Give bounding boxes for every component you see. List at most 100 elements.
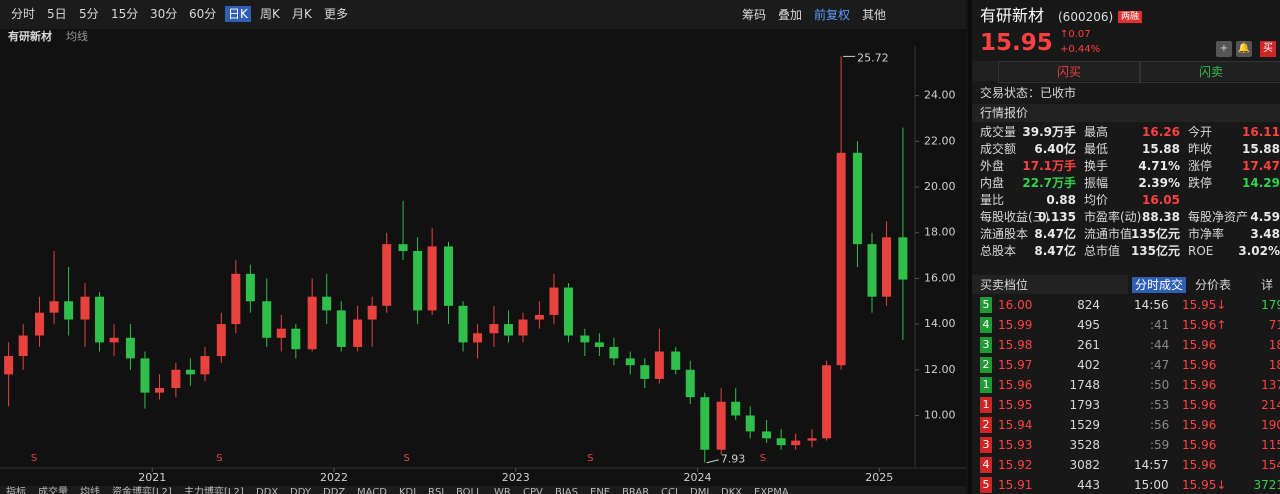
signal-mark: S: [31, 453, 37, 464]
stat-label: 每股收益(三): [980, 210, 1050, 224]
trades-tab[interactable]: 详: [1261, 278, 1274, 292]
period-tab[interactable]: 更多: [324, 7, 349, 21]
indicator-tab[interactable]: EXPMA: [754, 487, 789, 494]
tool-button[interactable]: 前复权: [814, 8, 851, 22]
stat-label: 总市值: [1084, 244, 1121, 258]
level-badge: 3: [980, 337, 992, 353]
stat-label: ROE: [1188, 244, 1214, 258]
flash-button[interactable]: 闪买: [998, 61, 1140, 83]
period-tab[interactable]: 15分: [111, 7, 139, 21]
indicator-tab[interactable]: DKX: [721, 487, 743, 494]
icon-button[interactable]: 🔔: [1236, 41, 1252, 57]
x-tick-label: 2024: [684, 471, 712, 484]
indicator-tab[interactable]: CCI: [661, 487, 678, 494]
period-tab[interactable]: 周K: [260, 7, 280, 21]
stat-value: 8.47亿: [1034, 227, 1076, 241]
signal-mark: S: [404, 453, 410, 464]
indicator-tab[interactable]: 指标: [6, 487, 26, 494]
candle-body: [125, 337, 135, 359]
level-price: 15.92: [998, 458, 1033, 472]
book-title: 买卖档位: [980, 278, 1029, 292]
period-tab[interactable]: 5日: [47, 7, 67, 21]
candle-body: [427, 246, 437, 311]
period-tab[interactable]: 5分: [79, 7, 99, 21]
trade-volume: 18: [1268, 358, 1280, 372]
indicator-tab[interactable]: 资金博弈[L2]: [112, 487, 172, 494]
candle-body: [413, 251, 423, 311]
candle-body: [35, 312, 45, 336]
indicator-tab[interactable]: DMI: [690, 487, 710, 494]
indicator-tab[interactable]: DDX: [256, 487, 279, 494]
candle-body: [95, 296, 105, 343]
indicator-tab[interactable]: DDY: [290, 487, 311, 494]
candle-body: [18, 335, 28, 357]
candle-body: [640, 365, 650, 379]
level-price: 15.94: [998, 418, 1033, 432]
trades-tab[interactable]: 分价表: [1195, 278, 1232, 292]
book-header-bg: [972, 275, 1128, 294]
candle-body: [473, 333, 483, 343]
indicator-tab[interactable]: 均线: [80, 487, 100, 494]
candle-body: [109, 337, 119, 343]
indicator-tab[interactable]: WR: [494, 487, 511, 494]
trade-price: 15.95↓: [1182, 478, 1227, 492]
indicator-tab[interactable]: BRAR: [622, 487, 650, 494]
period-tab[interactable]: 分时: [11, 7, 36, 21]
tool-button[interactable]: 其他: [862, 8, 887, 22]
indicator-tab[interactable]: ENE: [590, 487, 611, 494]
candle-body: [444, 246, 454, 306]
right-panel: 有研新材 (600206) 两融 15.95 ↑0.07 +0.44% + 🔔 买闪买 闪卖 交易状…: [968, 0, 1280, 494]
indicator-tab[interactable]: 成交量: [38, 487, 68, 494]
tool-button[interactable]: 筹码: [742, 8, 767, 22]
period-tab[interactable]: 日K: [225, 6, 251, 22]
indicator-tab[interactable]: RSI: [428, 487, 445, 494]
indicator-tab[interactable]: BOLL: [456, 487, 482, 494]
level-badge: 4: [980, 317, 992, 333]
icon-button[interactable]: +: [1216, 41, 1232, 57]
candle-body: [216, 324, 226, 357]
candle-body: [852, 152, 862, 245]
stat-value: 135亿元: [1130, 244, 1180, 258]
stat-label: 外盘: [980, 159, 1005, 173]
trade-time: :56: [1150, 418, 1170, 432]
candle-body: [80, 296, 90, 320]
quote-code: (600206): [1058, 10, 1114, 24]
stat-label: 最低: [1084, 142, 1109, 156]
level-volume: 3082: [1069, 458, 1100, 472]
candle-body: [685, 369, 695, 398]
quote-change: ↑0.07: [1060, 29, 1091, 40]
indicator-tab[interactable]: CPV: [523, 487, 543, 494]
trades-tab[interactable]: 分时成交: [1132, 277, 1187, 293]
trade-button[interactable]: 买: [1260, 41, 1276, 57]
stat-label: 昨收: [1188, 142, 1213, 156]
trade-volume: 179: [1261, 298, 1280, 312]
y-tick-label: 20.00: [924, 180, 956, 193]
tool-button[interactable]: 叠加: [778, 8, 803, 22]
period-tab[interactable]: 60分: [189, 7, 217, 21]
stat-value: 3.02%: [1238, 244, 1280, 258]
candle-body: [791, 440, 801, 446]
candle-body: [231, 273, 241, 325]
flash-bar: [972, 61, 1280, 81]
level-price: 15.96: [998, 378, 1033, 392]
candle-body: [534, 314, 544, 320]
indicator-tab[interactable]: DDZ: [323, 487, 346, 494]
level-volume: 1793: [1069, 398, 1100, 412]
period-tab[interactable]: 月K: [292, 7, 312, 21]
stat-label: 成交额: [980, 142, 1017, 156]
indicator-tab[interactable]: KDJ: [399, 487, 417, 494]
level-badge: 1: [980, 377, 992, 393]
period-tab[interactable]: 30分: [150, 7, 178, 21]
candle-body: [489, 324, 499, 334]
signal-mark: S: [760, 453, 766, 464]
indicator[interactable]: 均线: [66, 30, 88, 43]
candle-body: [336, 310, 346, 347]
indicator-tab[interactable]: BIAS: [555, 487, 578, 494]
flash-button[interactable]: 闪卖: [1140, 61, 1280, 83]
indicator-tab[interactable]: MACD: [357, 487, 387, 494]
stat-value: 15.88: [1142, 142, 1180, 156]
trade-price: 15.96: [1182, 378, 1217, 392]
candle-body: [836, 152, 846, 366]
indicator-tab[interactable]: 主力博弈[L2]: [184, 487, 244, 494]
